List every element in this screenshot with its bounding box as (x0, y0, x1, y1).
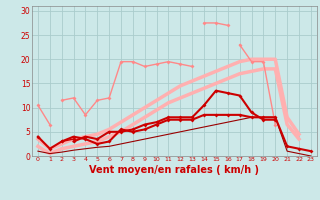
X-axis label: Vent moyen/en rafales ( km/h ): Vent moyen/en rafales ( km/h ) (89, 165, 260, 175)
